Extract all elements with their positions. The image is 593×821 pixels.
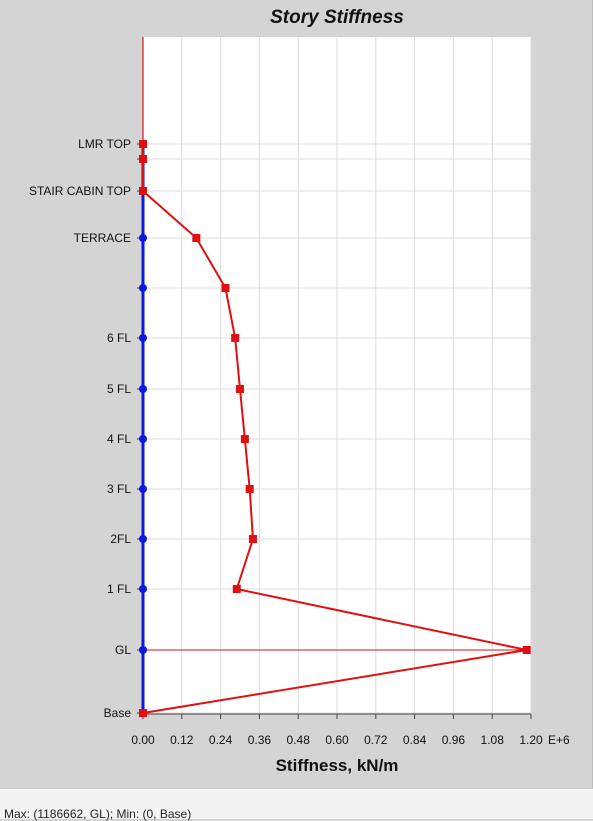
x-tick-label: 0.12 — [170, 733, 194, 747]
x-tick-label: 0.96 — [442, 733, 466, 747]
x-tick-label: 0.60 — [325, 733, 349, 747]
series-point-red — [232, 585, 241, 593]
x-tick-label: 0.72 — [364, 733, 388, 747]
status-bar: Max: (1186662, GL); Min: (0, Base) — [0, 788, 593, 821]
series-point-blue — [139, 646, 147, 654]
series-point-blue — [139, 334, 147, 342]
x-scale-label: E+6 — [548, 733, 570, 747]
series-point-red — [139, 140, 147, 148]
x-tick-label: 1.08 — [481, 733, 505, 747]
x-tick-label: 0.00 — [131, 733, 155, 747]
story-label: TERRACE — [74, 231, 131, 245]
series-point-blue — [139, 485, 147, 493]
series-point-red — [139, 709, 147, 717]
series-point-blue — [139, 535, 147, 543]
series-point-red — [231, 334, 240, 342]
x-tick-label: 1.20 — [519, 733, 543, 747]
x-axis-title: Stiffness, kN/m — [276, 756, 399, 775]
story-label: 6 FL — [107, 331, 131, 345]
series-point-red — [248, 535, 257, 543]
story-label: 3 FL — [107, 482, 131, 496]
story-label: 5 FL — [107, 382, 131, 396]
x-tick-label: 0.48 — [287, 733, 311, 747]
chart-panel: 0.00 0.12 0.24 0.36 0.48 0.60 0.72 0.84 0.96 1.08… — [28, 0, 593, 788]
story-label: 1 FL — [107, 582, 131, 596]
story-label: STAIR CABIN TOP — [29, 184, 131, 198]
series-point-red — [139, 155, 147, 163]
series-point-blue — [139, 385, 147, 393]
series-point-red — [236, 385, 244, 393]
story-stiffness-chart: 0.00 0.12 0.24 0.36 0.48 0.60 0.72 0.84 0.96 1.08… — [29, 7, 570, 775]
series-point-red — [139, 187, 147, 195]
series-point-red — [192, 234, 201, 242]
story-label: 4 FL — [107, 432, 131, 446]
chart-title: Story Stiffness — [270, 7, 404, 28]
tick-labels: 0.00 0.12 0.24 0.36 0.48 0.60 0.72 0.84 0.96 1.08… — [29, 137, 570, 747]
status-text: Max: (1186662, GL); Min: (0, Base) — [4, 807, 192, 821]
story-label: Base — [104, 706, 132, 720]
series-point-red — [245, 485, 254, 493]
story-label: GL — [115, 643, 131, 657]
data-series — [139, 140, 531, 717]
x-tick-label: 0.84 — [403, 733, 427, 747]
series-point-blue — [139, 234, 147, 242]
x-tick-label: 0.36 — [248, 733, 272, 747]
series-point-red — [221, 284, 230, 292]
grid-lines — [143, 37, 532, 714]
series-point-red — [522, 646, 531, 654]
series-point-red — [240, 435, 249, 443]
story-label: LMR TOP — [78, 137, 131, 151]
series-point-blue — [139, 284, 147, 292]
series-point-blue — [139, 435, 147, 443]
story-label: 2FL — [110, 532, 131, 546]
x-tick-label: 0.24 — [209, 733, 233, 747]
series-point-blue — [139, 585, 147, 593]
